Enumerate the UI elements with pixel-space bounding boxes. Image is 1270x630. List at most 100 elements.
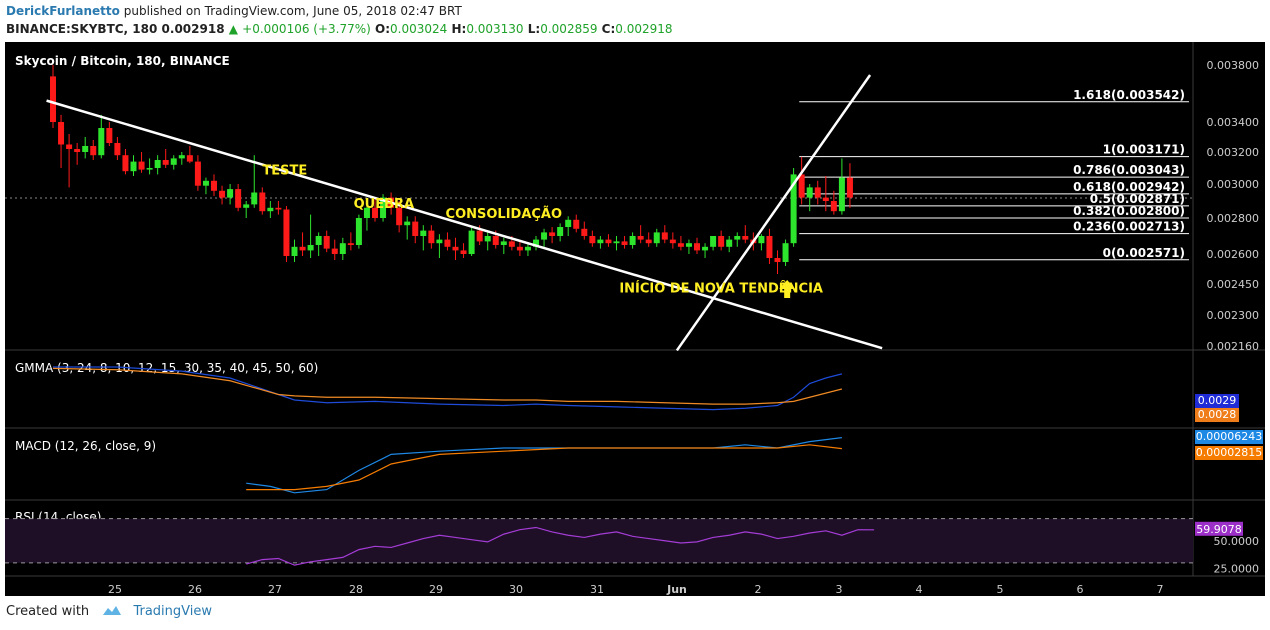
candle-bull[interactable] [758, 236, 765, 244]
candle-bull[interactable] [380, 197, 387, 218]
candle-bear[interactable] [589, 236, 596, 244]
candle-bear[interactable] [452, 246, 459, 251]
candle-bear[interactable] [492, 236, 499, 245]
candle-bear[interactable] [372, 207, 378, 218]
candle-bull[interactable] [806, 187, 813, 198]
candle-bull[interactable] [339, 243, 346, 254]
candle-bear[interactable] [798, 174, 805, 198]
candle-bear[interactable] [235, 189, 242, 208]
candle-bull[interactable] [98, 128, 105, 156]
candle-bear[interactable] [90, 146, 97, 156]
candle-bull[interactable] [702, 246, 709, 251]
candle-bear[interactable] [194, 161, 201, 186]
candle-bear[interactable] [58, 122, 65, 145]
candle-bull[interactable] [436, 239, 443, 244]
candle-bear[interactable] [581, 228, 588, 236]
candle-bull[interactable] [363, 207, 370, 218]
candle-bull[interactable] [468, 230, 475, 254]
candle-bear[interactable] [444, 239, 451, 247]
candle-bull[interactable] [726, 239, 733, 247]
gmma-pane[interactable]: GMMA (3, 24, 8, 10, 12, 15, 30, 35, 40, … [15, 361, 1239, 422]
candle-bear[interactable] [645, 239, 652, 244]
candle-bear[interactable] [66, 144, 73, 150]
candle-bull[interactable] [734, 236, 741, 240]
candle-bear[interactable] [211, 180, 217, 191]
candle-bear[interactable] [718, 236, 725, 247]
candle-bear[interactable] [275, 207, 282, 210]
candle-bull[interactable] [541, 232, 548, 240]
candle-bull[interactable] [420, 230, 427, 236]
macd-pane[interactable]: MACD (12, 26, close, 9) 0.00006243 0.0000… [15, 430, 1263, 494]
candle-bull[interactable] [782, 243, 789, 262]
candle-bear[interactable] [219, 190, 226, 198]
candle-bear[interactable] [259, 192, 266, 212]
candle-bear[interactable] [677, 243, 684, 247]
candle-bear[interactable] [460, 250, 467, 254]
chart-canvas[interactable]: Skycoin / Bitcoin, 180, BINANCE 1.618(0.… [5, 42, 1265, 596]
candle-bear[interactable] [766, 236, 773, 258]
candle-bear[interactable] [774, 258, 781, 262]
candle-bear[interactable] [637, 236, 644, 240]
price-pane[interactable]: Skycoin / Bitcoin, 180, BINANCE 1.618(0.… [5, 54, 1193, 352]
candle-bull[interactable] [790, 174, 797, 244]
candle-bull[interactable] [291, 246, 298, 256]
candle-bull[interactable] [484, 236, 491, 242]
candle-bull[interactable] [710, 236, 717, 247]
candle-bull[interactable] [629, 236, 636, 245]
candle-bull[interactable] [154, 160, 161, 168]
candle-bull[interactable] [170, 158, 177, 165]
candle-bear[interactable] [412, 221, 419, 236]
candle-bear[interactable] [830, 201, 837, 212]
candle-bear[interactable] [573, 219, 580, 229]
candle-bull[interactable] [82, 146, 89, 152]
candle-bull[interactable] [227, 189, 234, 198]
candle-bull[interactable] [355, 218, 362, 245]
candle-bear[interactable] [50, 76, 56, 122]
candle-bull[interactable] [315, 236, 322, 245]
candle-bear[interactable] [669, 239, 676, 244]
candle-bear[interactable] [742, 236, 749, 240]
candle-bear[interactable] [138, 161, 145, 170]
candle-bear[interactable] [814, 187, 821, 198]
candle-bear[interactable] [299, 246, 306, 251]
candle-bear[interactable] [605, 239, 612, 244]
candle-bear[interactable] [508, 241, 515, 247]
candle-bull[interactable] [243, 204, 250, 208]
candle-bull[interactable] [685, 243, 692, 247]
candle-bull[interactable] [613, 241, 620, 244]
candle-bear[interactable] [846, 177, 853, 198]
candle-bear[interactable] [283, 209, 290, 257]
candle-bear[interactable] [331, 248, 338, 254]
candle-bull[interactable] [597, 239, 604, 244]
chart-area[interactable]: Skycoin / Bitcoin, 180, BINANCE 1.618(0.… [5, 42, 1265, 596]
candle-bull[interactable] [838, 177, 845, 212]
candle-bear[interactable] [186, 155, 193, 162]
candle-bull[interactable] [404, 221, 411, 226]
candle-bear[interactable] [516, 246, 523, 251]
candle-bull[interactable] [533, 239, 539, 247]
candle-bull[interactable] [178, 155, 185, 159]
candle-bear[interactable] [428, 230, 435, 244]
candle-bull[interactable] [565, 219, 572, 227]
candle-bear[interactable] [162, 160, 169, 165]
candle-bull[interactable] [307, 245, 314, 251]
candle-bear[interactable] [396, 207, 403, 226]
candle-bear[interactable] [694, 243, 700, 251]
candle-bear[interactable] [621, 241, 628, 245]
candle-bear[interactable] [476, 230, 483, 242]
candle-bear[interactable] [822, 197, 829, 201]
trendline-ascending[interactable] [675, 74, 872, 352]
candle-bull[interactable] [267, 207, 274, 212]
candle-bull[interactable] [500, 241, 507, 245]
candle-bull[interactable] [251, 192, 258, 205]
author-link[interactable]: DerickFurlanetto [6, 4, 120, 18]
candle-bear[interactable] [114, 143, 121, 156]
candle-bear[interactable] [106, 128, 113, 143]
tradingview-link[interactable]: TradingView [133, 604, 212, 619]
candle-bear[interactable] [549, 232, 556, 236]
candle-bear[interactable] [347, 243, 354, 245]
candle-bull[interactable] [202, 180, 209, 186]
candle-bear[interactable] [122, 155, 129, 172]
candle-bear[interactable] [74, 149, 81, 152]
